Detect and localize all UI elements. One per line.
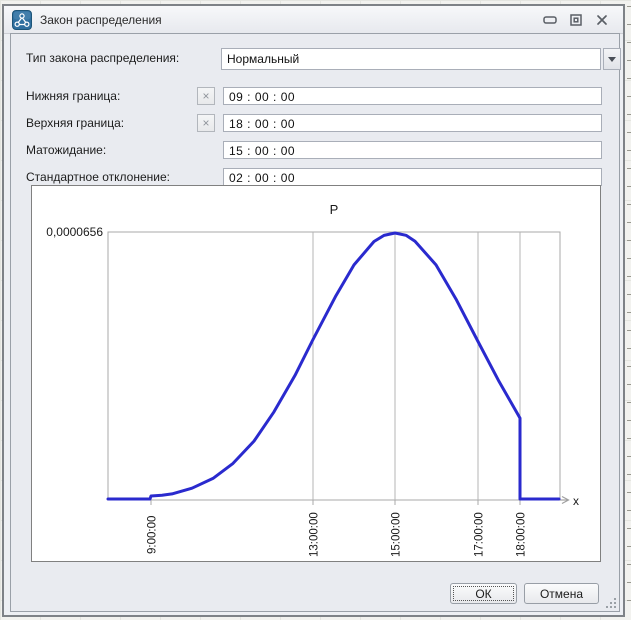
vertical-gridlines xyxy=(312,232,521,500)
distribution-law-dialog: Закон распределения Тип закона распредел… xyxy=(2,4,625,617)
x-axis-label: x xyxy=(573,494,579,508)
clear-x-icon: × xyxy=(202,89,210,103)
upper-bound-clear-button[interactable]: × xyxy=(197,114,215,132)
x-tick-label: 9:00:00 xyxy=(147,516,159,554)
y-max-label: 0,0000656 xyxy=(46,225,103,239)
distribution-chart: P 0,0000656 x 9:00:00 13:00:00 15:00:00 … xyxy=(46,202,579,557)
lower-bound-input[interactable]: 09 : 00 : 00 xyxy=(223,87,602,105)
close-button[interactable] xyxy=(589,10,615,30)
plot-area-border xyxy=(107,231,561,501)
mean-input[interactable]: 15 : 00 : 00 xyxy=(223,141,602,159)
x-tick-label: 15:00:00 xyxy=(391,512,403,557)
mean-label: Матожидание: xyxy=(26,143,107,157)
x-tick-labels: 9:00:00 13:00:00 15:00:00 17:00:00 18:00… xyxy=(147,512,528,557)
lower-bound-label: Нижняя граница: xyxy=(26,89,121,103)
distribution-curve xyxy=(106,231,561,501)
x-axis-ticks xyxy=(150,500,521,505)
restore-icon xyxy=(570,13,582,26)
x-axis-arrow xyxy=(560,495,570,505)
chevron-down-icon xyxy=(608,56,616,62)
ok-button[interactable]: ОК xyxy=(450,583,517,604)
std-deviation-label: Стандартное отклонение: xyxy=(26,170,170,184)
cancel-button[interactable]: Отмена xyxy=(524,583,599,604)
title-bar[interactable]: Закон распределения xyxy=(4,6,623,34)
resize-grip-icon[interactable] xyxy=(605,597,617,609)
minimize-icon xyxy=(543,15,557,24)
upper-bound-input[interactable]: 18 : 00 : 00 xyxy=(223,114,602,132)
distribution-type-combobox[interactable]: Нормальный xyxy=(221,48,601,70)
network-icon xyxy=(12,9,32,30)
distribution-chart-panel: P 0,0000656 x 9:00:00 13:00:00 15:00:00 … xyxy=(31,185,601,562)
x-tick-label: 13:00:00 xyxy=(309,512,321,557)
x-tick-label: 17:00:00 xyxy=(474,512,486,557)
close-icon xyxy=(597,14,607,25)
minimize-button[interactable] xyxy=(537,10,563,30)
distribution-type-label: Тип закона распределения: xyxy=(26,51,180,65)
lower-bound-clear-button[interactable]: × xyxy=(197,87,215,105)
maximize-button[interactable] xyxy=(563,10,589,30)
x-tick-label: 18:00:00 xyxy=(516,512,528,557)
upper-bound-label: Верхняя граница: xyxy=(26,116,125,130)
window-title: Закон распределения xyxy=(40,12,162,27)
dialog-content: Тип закона распределения: Нормальный Ниж… xyxy=(10,33,621,612)
clear-x-icon: × xyxy=(202,116,210,130)
combobox-dropdown-button[interactable] xyxy=(603,48,621,70)
desktop-ruler-ticks xyxy=(627,6,631,614)
chart-title: P xyxy=(330,202,339,217)
std-deviation-input[interactable]: 02 : 00 : 00 xyxy=(223,168,602,186)
